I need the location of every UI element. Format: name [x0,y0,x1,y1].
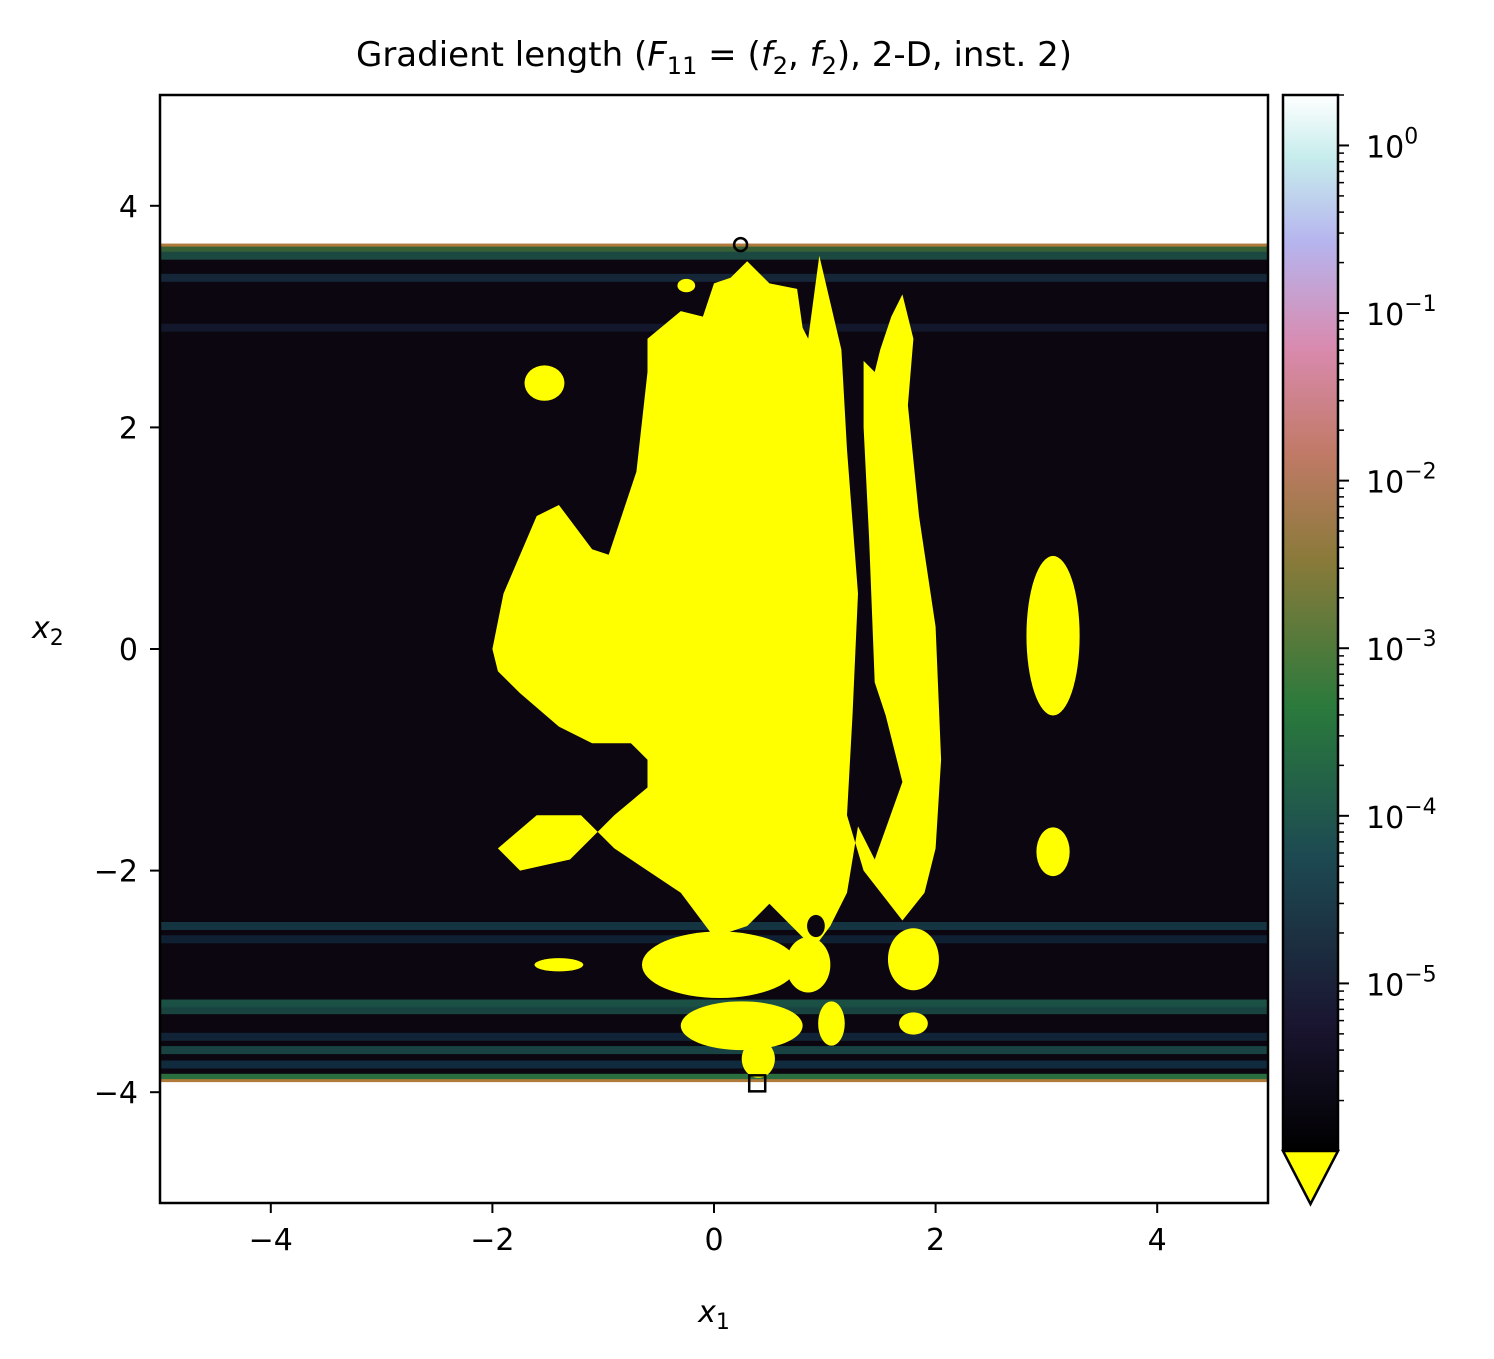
below-threshold-region [534,958,584,972]
colorbar-tick-label: 10−2 [1366,460,1437,501]
colorbar: 100 10−1 10−2 10−3 10−4 10−5 [1280,93,1437,1207]
below-threshold-region [680,1001,803,1051]
markers [732,236,767,1093]
horizontal-band [160,1046,1268,1055]
x-tick-label: −4 [249,1223,293,1258]
below-threshold-region [786,937,831,993]
chart-title: Gradient length (F11 = (f2, f2), 2-D, in… [356,35,1072,80]
y-tick-label: −4 [94,1076,138,1111]
horizontal-band [160,251,1268,260]
below-threshold-region [741,1040,775,1078]
horizontal-band [160,1060,1268,1069]
region-hole [807,914,825,938]
below-threshold-region [899,1012,928,1035]
colorbar-tick-label: 100 [1366,124,1418,165]
colorbar-fill [1283,95,1338,1151]
colorbar-tick-label: 10−5 [1366,962,1437,1003]
colorbar-tick-label: 10−4 [1366,795,1437,836]
below-threshold-region [1036,827,1070,877]
horizontal-band [160,999,1268,1008]
horizontal-band [160,273,1268,282]
x-tick-label: 4 [1148,1223,1167,1258]
colorbar-tick-label: 10−1 [1366,292,1437,333]
x-axis-ticks: −4 −2 0 2 4 [249,1203,1167,1258]
y-tick-label: 2 [119,411,138,446]
colorbar-ticks: 100 10−1 10−2 10−3 10−4 10−5 [1338,124,1437,1003]
square-marker [747,1074,767,1093]
below-threshold-regions [492,255,1080,1078]
below-threshold-region [677,278,696,293]
y-axis-label: x2 [31,611,64,651]
band-top-edge [160,243,1268,247]
x-axis-label: x1 [697,1295,730,1335]
horizontal-band [160,1073,1268,1082]
region-hole [859,715,891,838]
below-threshold-region [524,365,565,401]
below-threshold-region [887,928,939,991]
plot-area [160,95,1268,1203]
x-tick-label: 2 [926,1223,945,1258]
y-tick-label: 0 [119,633,138,668]
y-tick-label: −2 [94,855,138,890]
band-bottom-edge [160,1079,1268,1083]
y-axis-ticks: 4 2 0 −2 −4 [94,190,160,1111]
colorbar-minor-ticks [1338,94,1344,1102]
horizontal-band [160,243,1268,252]
below-threshold-region [1026,555,1080,716]
circle-marker [732,236,749,253]
x-tick-label: 0 [704,1223,723,1258]
below-threshold-region [492,255,942,949]
x-tick-label: −2 [470,1223,514,1258]
colorbar-frame [1281,93,1340,1151]
colorbar-extend-triangle [1280,1149,1341,1207]
below-threshold-region [818,1001,845,1046]
below-threshold-region [641,931,798,999]
y-tick-label: 4 [119,190,138,225]
colorbar-tick-label: 10−3 [1366,627,1437,668]
